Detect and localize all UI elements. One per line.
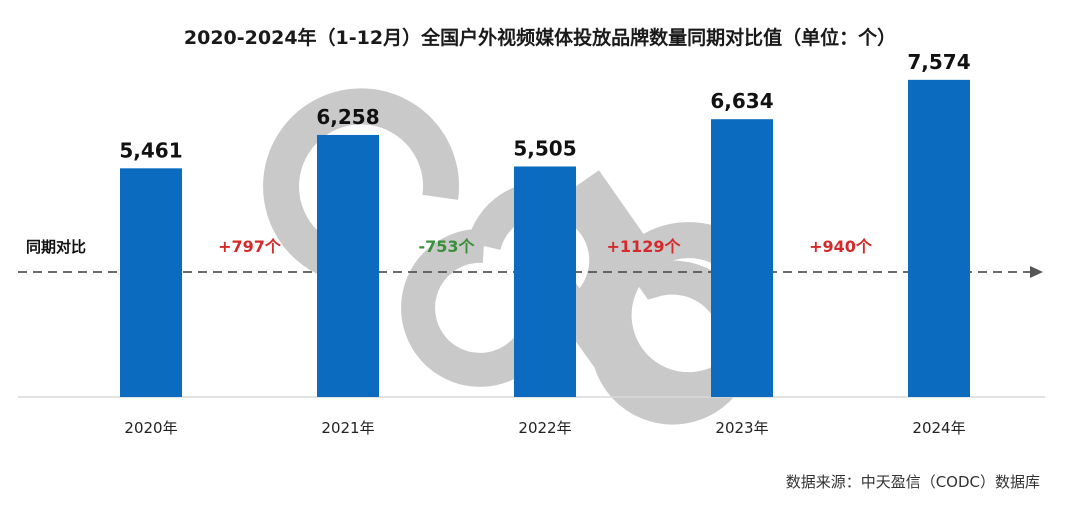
bar-3 [514, 166, 576, 397]
chart-title: 2020-2024年（1-12月）全国户外视频媒体投放品牌数量同期对比值（单位：… [184, 26, 896, 49]
bar-1 [120, 168, 182, 397]
value-label-2: 6,258 [316, 105, 379, 129]
deltas-group: +797个 -753个 +1129个 +940个 [218, 237, 873, 256]
delta-label-3: +1129个 [607, 237, 682, 256]
x-tick-label-4: 2023年 [715, 419, 768, 437]
bar-5 [908, 79, 970, 398]
x-tick-label-2: 2021年 [321, 419, 374, 437]
bar-4 [711, 119, 773, 398]
x-tick-label-1: 2020年 [124, 419, 177, 437]
bar-2 [317, 134, 379, 398]
delta-label-1: +797个 [218, 237, 282, 256]
value-label-1: 5,461 [119, 138, 182, 162]
x-tick-label-5: 2024年 [912, 419, 965, 437]
x-tick-label-3: 2022年 [518, 419, 571, 437]
value-label-3: 5,505 [513, 136, 576, 160]
value-label-4: 6,634 [710, 89, 773, 113]
comparison-arrow-icon [1030, 266, 1043, 278]
comparison-label: 同期对比 [26, 238, 86, 256]
bars-group: 5,461 2020年 6,258 2021年 5,505 2022年 6,634 2023年… [119, 50, 970, 437]
delta-label-4: +940个 [809, 237, 873, 256]
source-note: 数据来源：中天盈信（CODC）数据库 [786, 473, 1040, 491]
delta-label-2: -753个 [418, 237, 475, 256]
value-label-5: 7,574 [907, 50, 970, 74]
